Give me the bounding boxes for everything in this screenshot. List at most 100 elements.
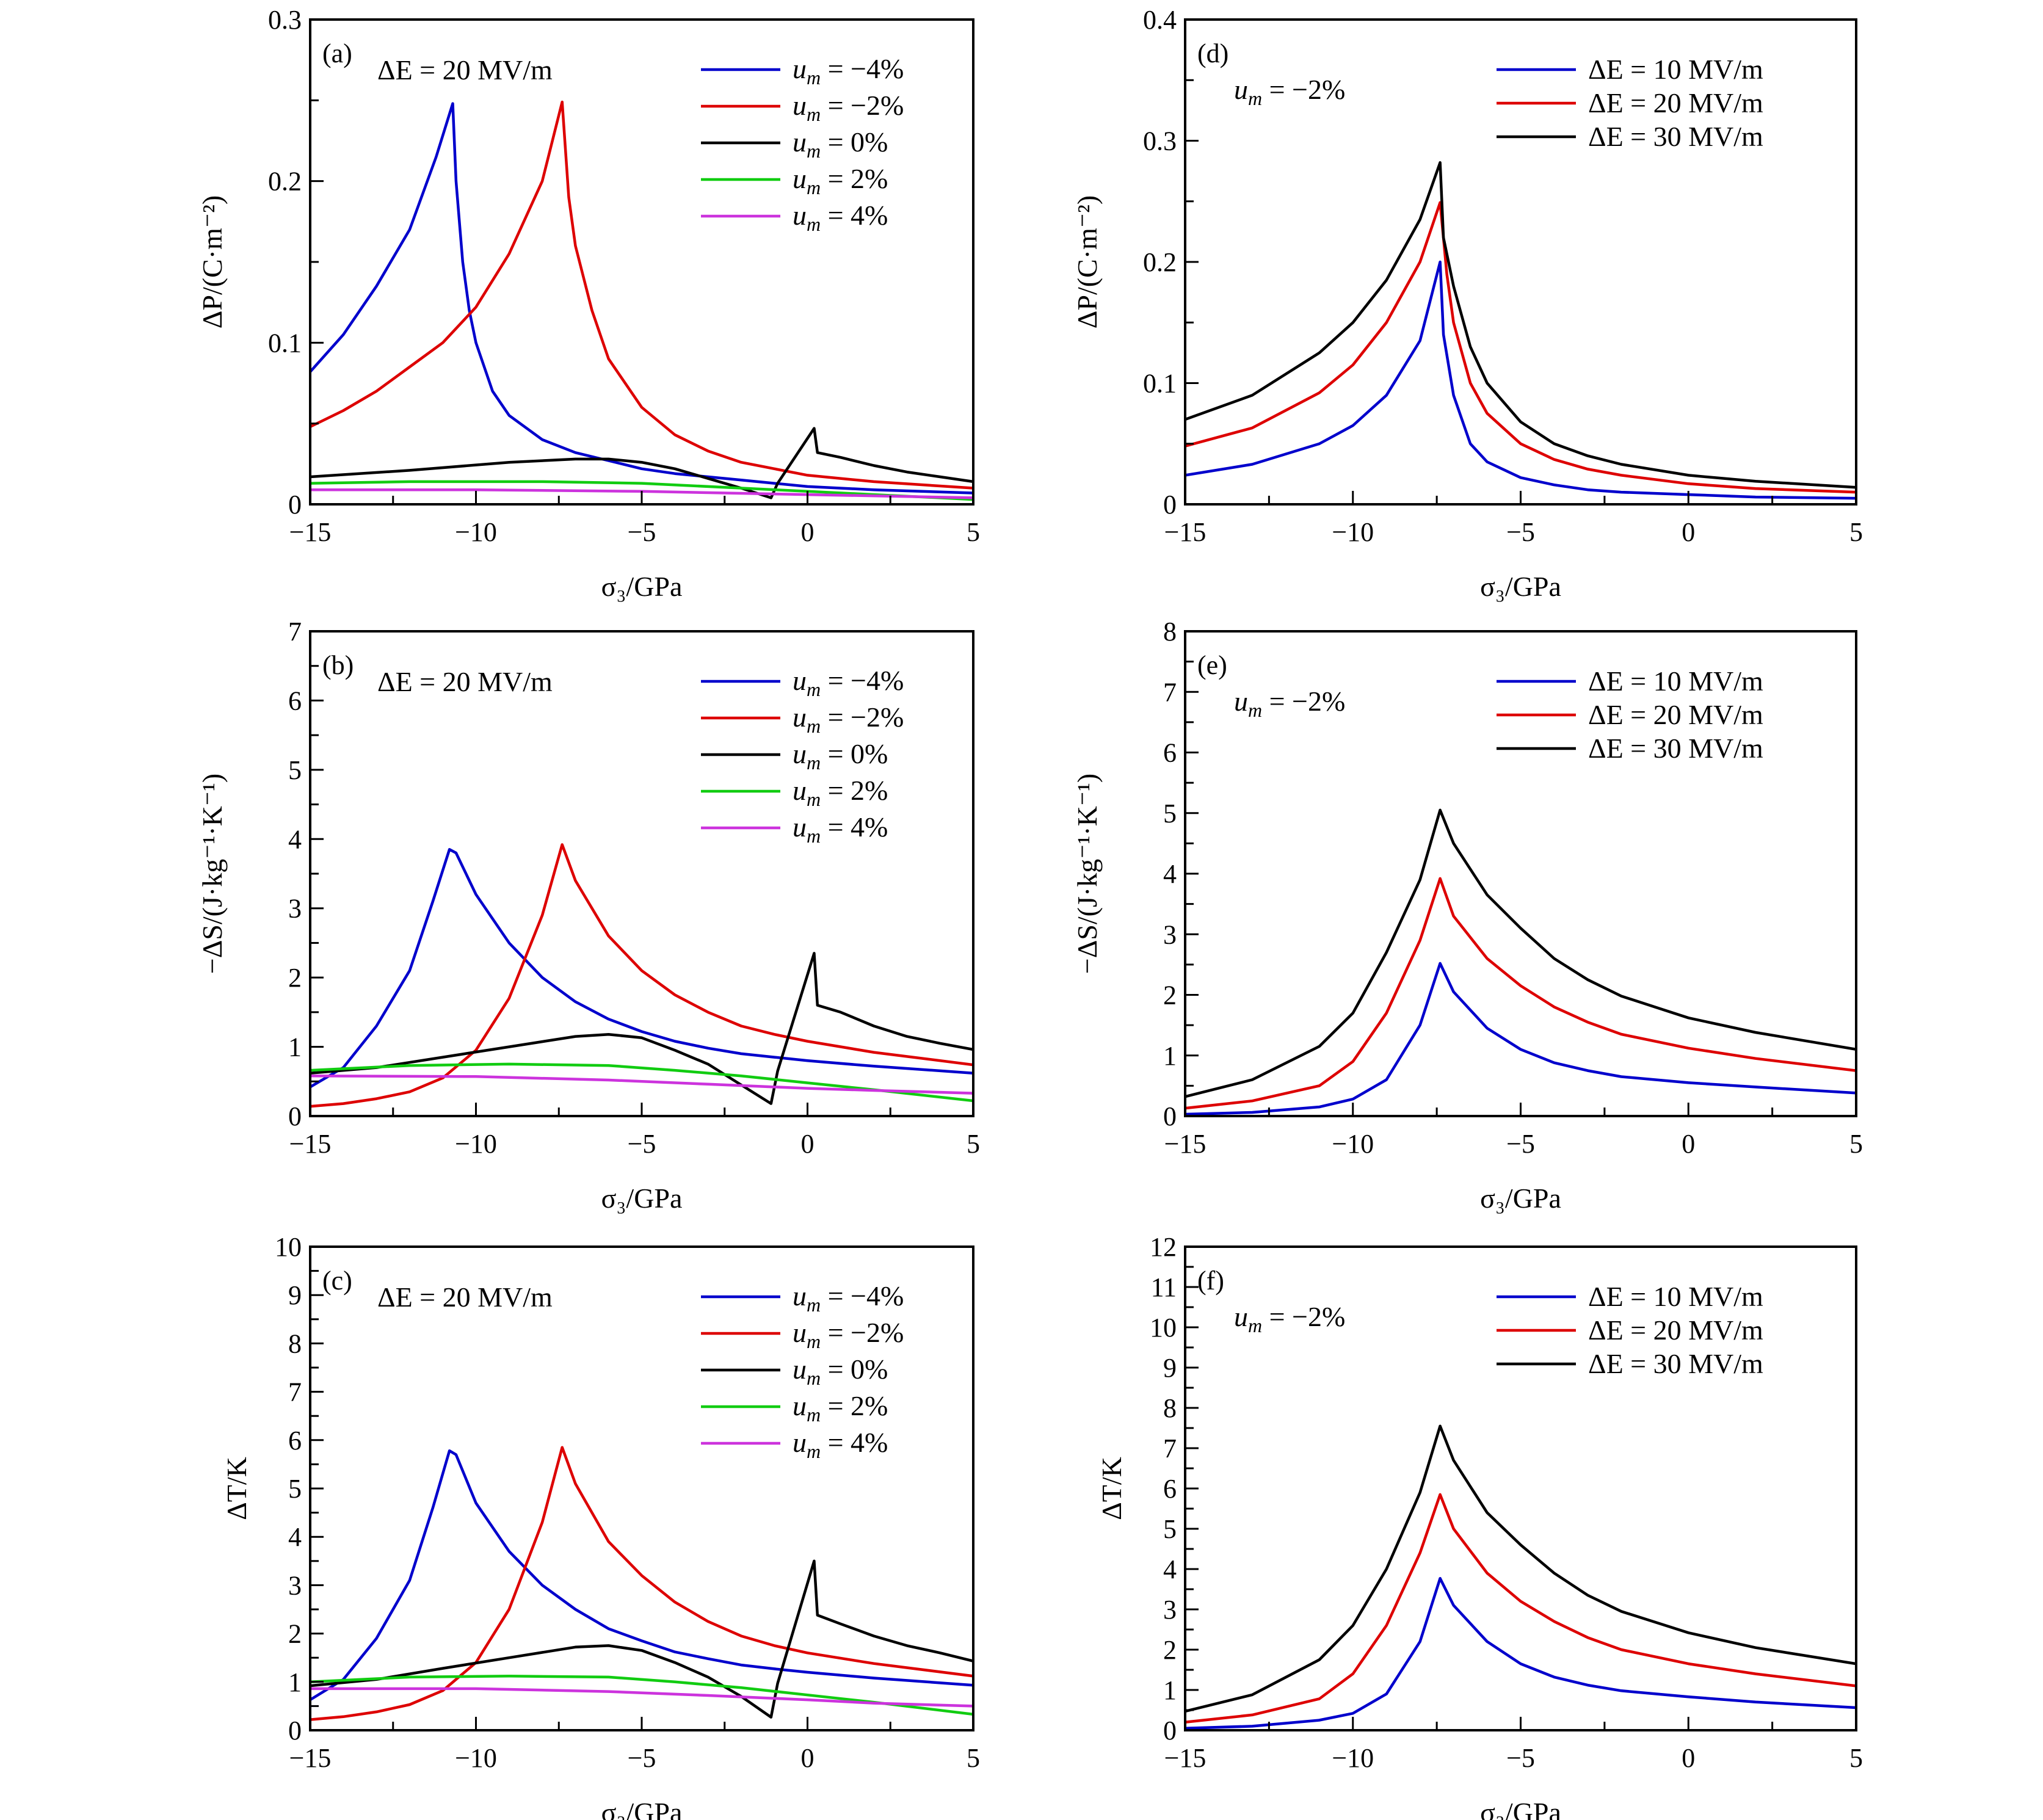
y-tick-label: 4: [1163, 1554, 1177, 1584]
y-tick-label: 4: [288, 824, 302, 854]
y-tick-label: 0.2: [1143, 247, 1177, 277]
series-line-e-2: [1185, 808, 1856, 1098]
y-tick-label: 3: [288, 1570, 302, 1600]
legend-label: um = −4%: [793, 665, 904, 700]
legend-label: um = 2%: [793, 1390, 888, 1426]
x-tick-label: 5: [967, 1743, 980, 1773]
legend: ΔE = 10 MV/mΔE = 20 MV/mΔE = 30 MV/m: [1497, 665, 1763, 764]
y-axis-title: −ΔS/(J·kg⁻¹·K⁻¹): [197, 774, 228, 974]
y-tick-label: 2: [288, 1619, 302, 1649]
y-tick-label: 2: [1163, 981, 1177, 1010]
panel-a: −15 −10 −5 0 5 0 0.1 0.2 0.3 σ₃/GPa ΔP/(C·m⁻²) (a) Δ…: [197, 5, 980, 602]
legend-label: ΔE = 30 MV/m: [1588, 1348, 1763, 1379]
panel-label: (d): [1197, 38, 1228, 68]
condition-annotation: um = −2%: [1234, 74, 1345, 109]
x-tick-label: −10: [455, 1129, 497, 1159]
y-tick-label: 6: [1163, 1474, 1177, 1504]
y-tick-label: 0: [288, 490, 302, 520]
y-tick-label: 8: [1163, 617, 1177, 647]
series-line-e-1: [1185, 877, 1856, 1110]
panel-label: (e): [1197, 650, 1227, 680]
panel-f: −15 −10 −5 0 50123456789101112σ₃/GPaΔT/K(f)u…: [1096, 1232, 1863, 1820]
series-line-b-1: [310, 843, 973, 1108]
y-tick-label: 1: [1163, 1675, 1177, 1705]
legend-label: um = −4%: [793, 53, 904, 89]
y-axis-title: ΔP/(C·m⁻²): [197, 195, 228, 328]
y-tick-label: 12: [1150, 1232, 1177, 1262]
series-line-c-0: [310, 1449, 973, 1702]
series-line-a-2: [310, 427, 973, 499]
series-line-f-2: [1185, 1424, 1856, 1713]
x-tick-label: 0: [1682, 517, 1695, 547]
series-line-d-2: [1185, 161, 1856, 489]
legend-label: ΔE = 20 MV/m: [1588, 1314, 1763, 1346]
series-line-c-1: [310, 1446, 973, 1721]
y-axis-title: ΔP/(C·m⁻²): [1072, 195, 1103, 328]
x-tick-label: 5: [1849, 1743, 1863, 1773]
x-tick-label: 0: [801, 1129, 815, 1159]
x-tick-label: −5: [1506, 1743, 1535, 1773]
y-tick-label: 3: [1163, 919, 1177, 949]
y-tick-label: 8: [1163, 1393, 1177, 1423]
y-tick-label: 0.3: [268, 5, 302, 35]
legend-label: um = 2%: [793, 163, 888, 198]
series-line-b-0: [310, 848, 973, 1089]
condition-annotation: ΔE = 20 MV/m: [377, 54, 553, 85]
x-tick-label: −15: [1164, 1743, 1207, 1773]
y-axis-title: −ΔS/(J·kg⁻¹·K⁻¹): [1072, 774, 1103, 974]
x-tick-label: −15: [1164, 517, 1207, 547]
x-tick-label: −15: [289, 517, 332, 547]
y-tick-label: 2: [1163, 1635, 1177, 1665]
x-tick-label: −5: [628, 1743, 656, 1773]
x-tick-label: −10: [455, 517, 497, 547]
legend-label: ΔE = 20 MV/m: [1588, 87, 1763, 118]
y-tick-label: 6: [288, 1426, 302, 1456]
panel-e: −15 −10 −5 0 5 0 1 2 3 4 5 6 7 8 σ₃/GPa −ΔS/(J·kg⁻¹·K⁻¹…: [1072, 617, 1863, 1214]
legend-label: um = −2%: [793, 1317, 904, 1352]
y-tick-label: 0: [1163, 490, 1177, 520]
series-line-c-3: [310, 1675, 973, 1716]
y-tick-label: 5: [1163, 1514, 1177, 1544]
series-line-b-3: [310, 1062, 973, 1103]
legend-label: um = −2%: [793, 702, 904, 737]
series-line-f-0: [1185, 1576, 1856, 1730]
legend-label: ΔE = 10 MV/m: [1588, 665, 1763, 697]
x-tick-label: −5: [628, 517, 656, 547]
series-line-b-4: [310, 1074, 973, 1095]
x-tick-label: 0: [801, 517, 815, 547]
series-line-e-0: [1185, 962, 1856, 1116]
x-tick-label: −15: [289, 1743, 332, 1773]
legend: um = −4%um = −2%um = 0%um = 2%um = 4%: [701, 665, 904, 847]
y-tick-label: 7: [288, 1377, 302, 1407]
legend-label: ΔE = 10 MV/m: [1588, 54, 1763, 85]
y-tick-label: 10: [275, 1232, 302, 1262]
y-tick-label: 9: [1163, 1353, 1177, 1383]
y-tick-label: 0.1: [1143, 369, 1177, 399]
y-tick-label: 0.4: [1143, 5, 1177, 35]
y-tick-label: 7: [288, 617, 302, 647]
x-tick-label: −10: [1332, 1129, 1374, 1159]
legend-label: um = 2%: [793, 775, 888, 810]
y-tick-label: 3: [1163, 1595, 1177, 1625]
series-line-a-1: [310, 100, 973, 490]
y-tick-label: 7: [1163, 1434, 1177, 1463]
x-tick-label: 5: [1849, 1129, 1863, 1159]
legend-label: um = −2%: [793, 90, 904, 125]
y-tick-label: 6: [1163, 738, 1177, 768]
x-tick-label: 0: [1682, 1743, 1695, 1773]
x-tick-label: −15: [289, 1129, 332, 1159]
y-tick-label: 5: [1163, 799, 1177, 828]
panel-label: (a): [322, 38, 352, 68]
y-tick-label: 6: [288, 686, 302, 716]
x-axis-title: σ₃/GPa: [1480, 1183, 1561, 1214]
legend-label: ΔE = 20 MV/m: [1588, 699, 1763, 730]
series-line-d-1: [1185, 201, 1856, 494]
x-tick-label: 5: [967, 517, 980, 547]
y-tick-label: 5: [288, 1474, 302, 1504]
condition-annotation: um = −2%: [1234, 686, 1345, 721]
series-line-f-1: [1185, 1493, 1856, 1724]
x-tick-label: 5: [1849, 517, 1863, 547]
x-tick-label: −5: [628, 1129, 656, 1159]
panel-c: −15 −10 −5 0 5 0 1 2 3 4 5 6 7 8 9 10 σ₃/GPa ΔT/K (c) ΔE = …: [221, 1232, 980, 1820]
